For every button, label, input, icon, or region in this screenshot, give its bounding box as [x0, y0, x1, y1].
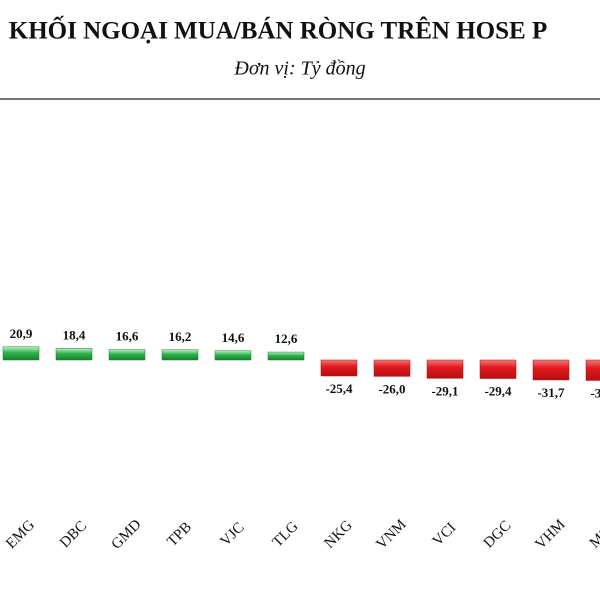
bar: [532, 359, 570, 381]
x-tick-label: VHM: [533, 517, 569, 553]
value-label: 18,4: [63, 327, 86, 342]
x-tick-label: DGC: [481, 518, 515, 552]
bar: [267, 351, 305, 361]
x-tick-label: TLG: [270, 519, 302, 551]
x-tick-label: VCI: [430, 520, 460, 550]
bar: [161, 349, 199, 361]
bar: [320, 359, 358, 377]
value-label: -29,1: [431, 383, 458, 398]
bar: [373, 359, 411, 377]
x-tick-label: GMD: [109, 516, 145, 552]
bar: [585, 359, 600, 381]
x-tick-label: VNM: [374, 517, 410, 553]
value-label: -31,7: [537, 385, 565, 400]
x-tick-label: NKG: [321, 517, 355, 551]
x-tick-label: TPB: [164, 519, 195, 550]
bar: [2, 346, 40, 361]
chart-subtitle: Đơn vị: Tỷ đồng: [233, 58, 365, 80]
value-label: 20,9: [10, 326, 33, 341]
value-label: -32,5: [590, 385, 600, 400]
value-label: 14,6: [222, 330, 245, 345]
bar: [426, 359, 464, 379]
x-tick-label: VJC: [218, 520, 248, 550]
value-label: 12,6: [275, 331, 298, 346]
bar: [108, 349, 146, 361]
bar: [479, 359, 517, 379]
x-tick-label: MSB: [587, 518, 600, 552]
x-tick-label: DBC: [57, 518, 90, 551]
x-tick-label: EMG: [3, 517, 38, 552]
bar: [55, 348, 93, 361]
value-label: 16,2: [169, 329, 192, 344]
value-label: -26,0: [378, 381, 405, 396]
value-label: 16,6: [116, 329, 139, 344]
value-label: -29,4: [484, 384, 512, 399]
bar: [214, 350, 252, 361]
chart-title: KHỐI NGOẠI MUA/BÁN RÒNG TRÊN HOSE P: [9, 16, 547, 45]
value-label: -25,4: [325, 381, 353, 396]
